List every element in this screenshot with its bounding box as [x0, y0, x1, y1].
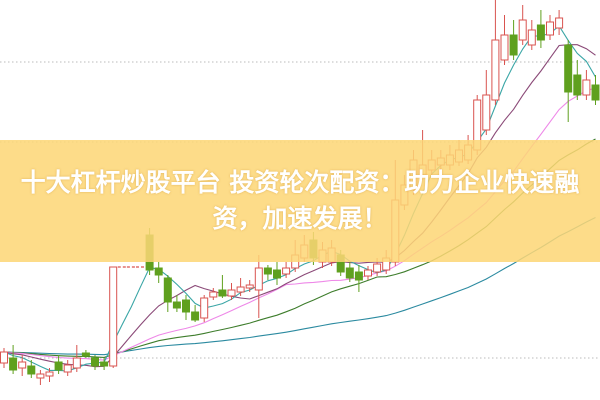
candle-body: [591, 84, 600, 101]
candle-body: [582, 79, 591, 96]
candle-body: [364, 269, 372, 277]
candle-body: [0, 351, 8, 364]
candle-body: [182, 299, 190, 313]
candle-body: [209, 291, 218, 298]
candle-down: [9, 345, 18, 374]
candle-up: [500, 15, 509, 65]
candle-body: [218, 289, 227, 297]
headline-line-1: 十大杠杆炒股平台 投资轮次配资：助力企业快速融: [20, 168, 580, 197]
candle-body: [54, 361, 63, 371]
candle-body: [200, 297, 209, 319]
candle-up: [200, 295, 209, 322]
candle-up: [582, 70, 591, 100]
candle-body: [564, 44, 573, 93]
candle-down: [536, 10, 545, 48]
candle-down: [345, 262, 354, 282]
headline-line-2: 资，加速发展！: [212, 204, 388, 233]
candle-down: [263, 265, 272, 280]
candle-down: [100, 358, 109, 370]
candle-up: [518, 5, 527, 45]
candle-body: [163, 277, 172, 303]
candle-up: [0, 348, 8, 368]
candle-up: [254, 255, 263, 318]
candle-body: [81, 352, 90, 357]
ma60-line: [3, 217, 596, 356]
candle-body: [354, 271, 363, 281]
candle-up: [482, 70, 491, 135]
candle-body: [373, 263, 382, 273]
candle-body: [191, 311, 200, 321]
candle-body: [555, 17, 564, 29]
candle-body: [263, 267, 272, 275]
candle-body: [9, 357, 18, 371]
candle-up: [36, 370, 45, 385]
candle-down: [154, 262, 163, 283]
candle-down: [182, 295, 190, 320]
headline-banner: 十大杠杆炒股平台 投资轮次配资：助力企业快速融 资，加速发展！: [0, 140, 600, 262]
candle-up: [63, 360, 72, 376]
candle-body: [491, 39, 500, 101]
candle-body: [72, 357, 81, 369]
candle-body: [109, 266, 118, 367]
candle-body: [227, 289, 236, 297]
candle-down: [27, 360, 36, 378]
candle-down: [218, 275, 227, 298]
candle-body: [245, 284, 254, 289]
candle-up: [72, 345, 81, 372]
candle-up: [109, 266, 118, 368]
candle-down: [163, 275, 172, 312]
candle-up: [527, 20, 536, 50]
candle-down: [564, 40, 573, 122]
candle-body: [172, 301, 181, 309]
candle-down: [191, 305, 200, 322]
candle-body: [154, 267, 163, 276]
candle-body: [18, 361, 27, 369]
candle-body: [100, 361, 109, 367]
candle-body: [527, 29, 536, 46]
candle-up: [209, 288, 218, 300]
candle-body: [45, 371, 54, 377]
candle-up: [236, 278, 245, 296]
candle-down: [509, 20, 518, 60]
candle-body: [345, 267, 354, 279]
candle-body: [536, 24, 545, 41]
candle-body: [273, 269, 281, 279]
candle-body: [36, 373, 45, 379]
candle-body: [500, 34, 509, 61]
candle-up: [546, 15, 554, 40]
candle-up: [491, 0, 500, 105]
candle-body: [254, 267, 263, 291]
candle-up: [555, 10, 564, 35]
candle-down: [54, 355, 63, 374]
candle-body: [63, 364, 72, 373]
candle-down: [172, 295, 181, 312]
candle-body: [27, 365, 36, 375]
candle-body: [573, 74, 582, 96]
candle-up: [282, 262, 291, 278]
candle-body: [509, 34, 518, 56]
candle-down: [573, 60, 582, 100]
candle-down: [91, 355, 99, 370]
candle-down: [273, 262, 281, 285]
candle-body: [482, 94, 491, 131]
candle-body: [518, 19, 527, 41]
candle-body: [91, 357, 99, 367]
candle-up: [245, 280, 254, 292]
candle-up: [227, 283, 236, 300]
candle-down: [81, 350, 90, 358]
candle-up: [18, 355, 27, 376]
candle-up: [45, 368, 54, 382]
candle-body: [236, 286, 245, 293]
candle-down: [591, 75, 600, 105]
candle-up: [364, 266, 372, 280]
candle-body: [546, 21, 554, 36]
candle-body: [282, 267, 291, 275]
candle-down: [354, 265, 363, 292]
